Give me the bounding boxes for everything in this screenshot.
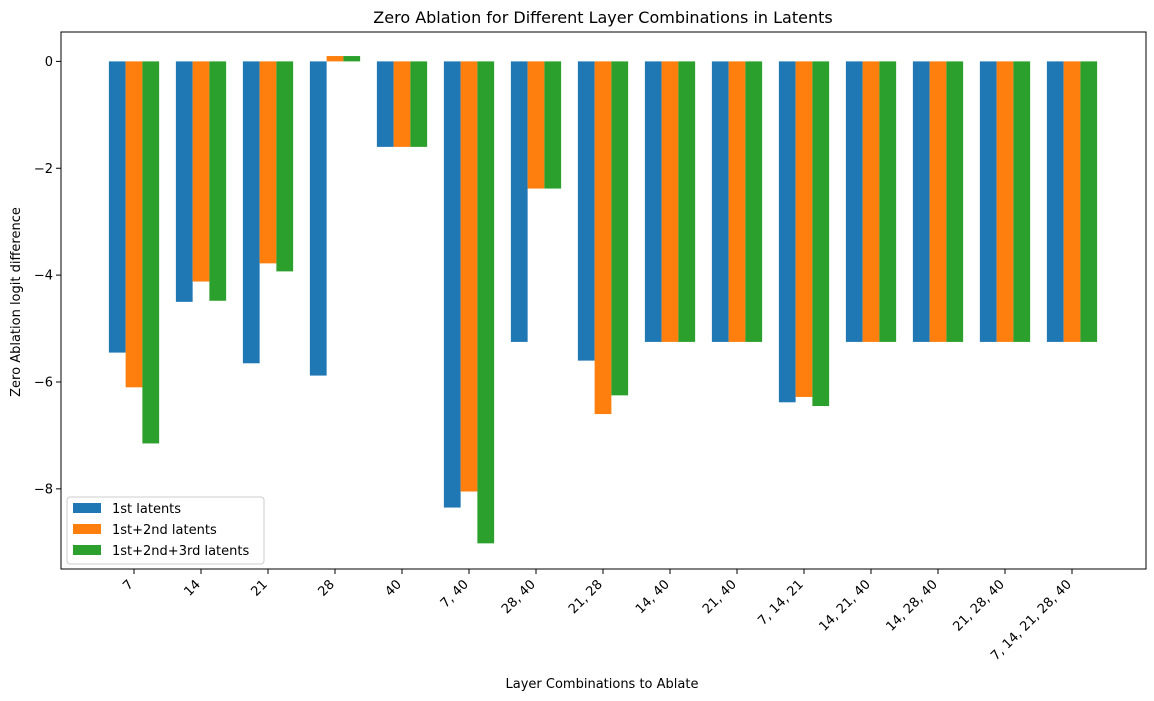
bar-1-3: [242, 61, 260, 364]
bar-1-8: [577, 61, 595, 361]
legend-swatch: [73, 545, 101, 555]
bar-2-7: [527, 61, 545, 189]
bar-3-8: [611, 61, 629, 396]
bar-3-14: [1013, 61, 1031, 342]
x-tick-label: 14, 40: [633, 577, 673, 617]
bar-1-4: [309, 61, 327, 376]
bar-3-1: [142, 61, 160, 444]
bar-2-8: [594, 61, 612, 415]
legend: 1st latents 1st+2nd latents 1st+2nd+3rd la…: [66, 496, 265, 565]
legend-swatch: [73, 524, 101, 534]
y-tick-label: −6: [34, 375, 53, 390]
bar-2-15: [1063, 61, 1081, 342]
x-axis-label: Layer Combinations to Ablate: [506, 677, 699, 692]
plot-frame: [60, 31, 1147, 570]
bars-group: [108, 56, 1098, 544]
bar-2-2: [192, 61, 210, 282]
legend-label: 1st+2nd+3rd latents: [112, 544, 249, 559]
bar-3-3: [276, 61, 294, 272]
x-tick-label: 21, 40: [700, 577, 740, 617]
bar-2-11: [795, 61, 813, 397]
x-tick-label: 7: [120, 577, 136, 593]
legend-label: 1st+2nd latents: [112, 523, 217, 538]
y-tick-label: −4: [34, 269, 53, 284]
bar-1-15: [1046, 61, 1064, 342]
bar-1-2: [175, 61, 193, 302]
bar-1-11: [778, 61, 796, 403]
legend-frame: [66, 496, 265, 565]
bar-1-6: [443, 61, 461, 508]
bar-3-15: [1080, 61, 1098, 342]
bar-3-6: [477, 61, 495, 544]
bar-3-10: [745, 61, 763, 342]
x-tick-label: 14: [182, 577, 204, 599]
x-tick-label: 28: [316, 577, 338, 599]
bar-1-9: [644, 61, 662, 342]
bar-2-10: [728, 61, 746, 342]
bar-3-9: [678, 61, 696, 342]
bar-2-13: [929, 61, 947, 342]
x-tick-label: 21, 28: [566, 577, 606, 617]
bar-1-5: [376, 61, 394, 147]
bar-1-14: [979, 61, 997, 342]
bar-3-2: [209, 61, 227, 301]
bar-2-6: [460, 61, 478, 492]
bar-1-12: [845, 61, 863, 342]
bar-3-4: [343, 56, 361, 62]
y-axis-label: Zero Ablation logit difference: [9, 207, 24, 397]
x-tick-label: 7, 14, 21: [755, 577, 807, 629]
bar-3-7: [544, 61, 562, 189]
chart-title: Zero Ablation for Different Layer Combin…: [373, 8, 832, 27]
bar-2-4: [326, 56, 344, 62]
bar-1-1: [108, 61, 126, 353]
bar-2-14: [996, 61, 1014, 342]
bar-2-1: [125, 61, 143, 388]
x-tick-label: 14, 21, 40: [816, 577, 873, 634]
y-tick-label: −2: [34, 162, 53, 177]
legend-swatch: [73, 503, 101, 513]
bar-1-13: [912, 61, 930, 342]
y-axis-ticks: 0 −2 −4 −6 −8: [34, 55, 61, 497]
bar-2-12: [862, 61, 880, 342]
bar-2-3: [259, 61, 277, 264]
bar-2-5: [393, 61, 411, 147]
y-tick-label: −8: [34, 482, 53, 497]
x-tick-label: 28, 40: [499, 577, 539, 617]
bar-3-13: [946, 61, 964, 342]
bar-3-11: [812, 61, 830, 407]
x-axis-ticks: 7 14 21 28 40 7, 40 28, 40 21, 28 14, 40 21, 40 7,…: [120, 569, 1075, 664]
bar-1-7: [510, 61, 528, 342]
bar-3-12: [879, 61, 897, 342]
x-tick-label: 21, 28, 40: [950, 577, 1007, 634]
x-tick-label: 7, 40: [438, 577, 472, 611]
x-tick-label: 21: [249, 577, 271, 599]
x-tick-label: 14, 28, 40: [883, 577, 940, 634]
y-tick-label: 0: [45, 55, 53, 70]
bar-2-9: [661, 61, 679, 342]
bar-3-5: [410, 61, 428, 147]
x-tick-label: 40: [383, 577, 405, 599]
bar-1-10: [711, 61, 729, 342]
legend-label: 1st latents: [112, 502, 181, 517]
